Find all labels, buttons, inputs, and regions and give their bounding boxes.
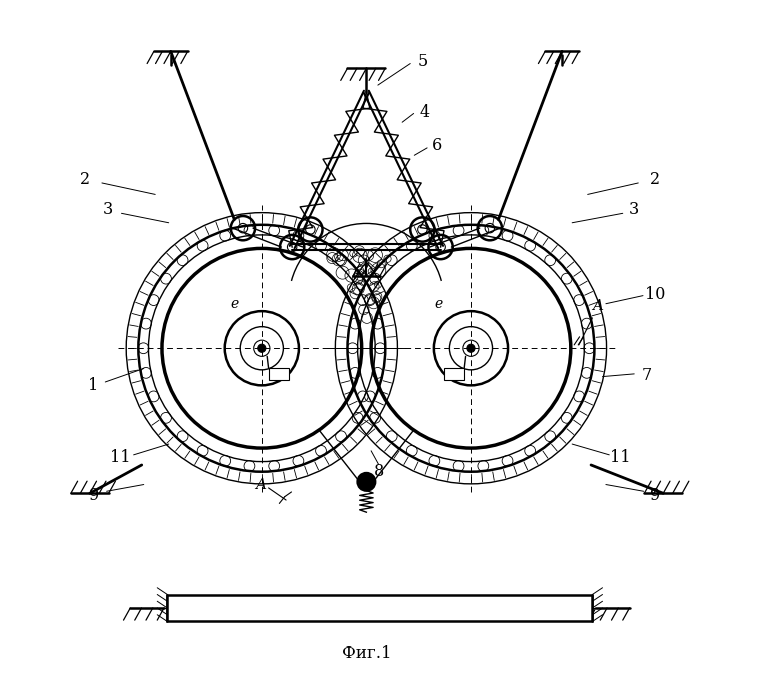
Text: 1: 1 <box>88 377 98 394</box>
Text: 4: 4 <box>420 104 430 121</box>
Text: 5: 5 <box>417 53 427 70</box>
Text: e: e <box>231 297 239 311</box>
Text: 11: 11 <box>611 449 631 466</box>
Bar <box>168 594 592 622</box>
Text: 9: 9 <box>650 487 660 504</box>
Bar <box>444 368 464 380</box>
Text: 8: 8 <box>374 462 384 479</box>
Text: A: A <box>255 477 266 492</box>
Text: Фиг.1: Фиг.1 <box>342 645 392 662</box>
Circle shape <box>467 344 475 352</box>
Text: A: A <box>592 299 603 313</box>
Text: 11: 11 <box>110 449 130 466</box>
Text: 6: 6 <box>432 137 442 154</box>
Text: 2: 2 <box>80 171 90 188</box>
Text: 9: 9 <box>90 487 100 504</box>
Text: 2: 2 <box>650 171 660 188</box>
Circle shape <box>257 344 266 352</box>
Circle shape <box>357 473 375 490</box>
Text: 3: 3 <box>103 201 113 219</box>
Text: 10: 10 <box>645 285 665 303</box>
Text: e: e <box>434 297 443 311</box>
Bar <box>268 368 289 380</box>
Text: 7: 7 <box>641 367 651 384</box>
Text: 3: 3 <box>629 201 640 219</box>
